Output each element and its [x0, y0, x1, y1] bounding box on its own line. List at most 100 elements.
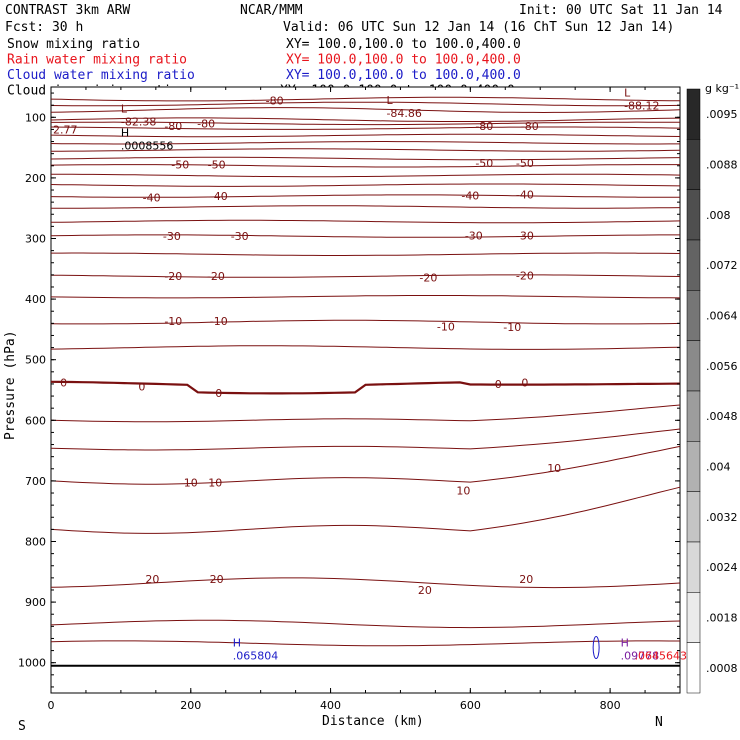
- x-label-s: S: [18, 719, 26, 734]
- contour-label: -50: [171, 159, 189, 172]
- contour-label: -30: [163, 230, 181, 243]
- contour-label: -20: [207, 270, 225, 283]
- contour-labels: -80 -80 -80 -80 -80 -50 -50 -50 -50 -40 -40 -40 -40 -…: [60, 94, 561, 597]
- contour-line: [50, 164, 680, 168]
- contour-line: [50, 345, 681, 350]
- extremum-value: -82.38: [121, 116, 156, 129]
- legend-xy: XY= 100.0,100.0 to 100.0,400.0: [286, 37, 521, 52]
- contour-line: [50, 156, 681, 161]
- contour-line: [50, 117, 681, 122]
- colorbar-segment: [686, 491, 701, 543]
- contour-line: [50, 295, 681, 299]
- contour-line: [51, 205, 681, 209]
- x-label-n: N: [655, 715, 663, 730]
- contour-label: 20: [210, 573, 224, 586]
- y-tick-label: 100: [25, 111, 46, 124]
- colorbar-segment: [686, 642, 701, 694]
- contour-line: [50, 274, 681, 278]
- colorbar-segment: [686, 189, 701, 241]
- contour-line: [50, 380, 681, 395]
- header-init: Init: 00 UTC Sat 11 Jan 14: [519, 3, 723, 18]
- contour-label: -50: [475, 157, 493, 170]
- x-axis-title: Distance (km): [322, 714, 424, 729]
- y-tick-label: 900: [25, 596, 46, 609]
- contour-line: [50, 428, 681, 451]
- contour-label: -40: [461, 189, 479, 202]
- y-axis-title: Pressure (hPa): [3, 330, 18, 440]
- contour-label: 20: [418, 584, 432, 597]
- x-tick-label: 800: [600, 699, 621, 712]
- colorbar-tick-label: .0072: [706, 259, 738, 272]
- contour-line: [50, 234, 680, 238]
- contour-line: [50, 194, 680, 198]
- contour-line: [51, 148, 681, 152]
- colorbar-segment: [686, 340, 701, 392]
- contour-label: -80: [197, 117, 215, 130]
- contour-label: 10: [547, 462, 561, 475]
- x-tick-label: 600: [460, 699, 481, 712]
- contour-label: 20: [145, 573, 159, 586]
- legend-xy: XY= 100.0,100.0 to 100.0,400.0: [286, 68, 521, 83]
- plot-frame: [50, 86, 681, 694]
- colorbar-segment: [686, 441, 701, 492]
- colorbar-segment: [686, 541, 701, 593]
- x-tick-label: 400: [320, 699, 341, 712]
- contour-line: [50, 107, 681, 114]
- colorbar-tick-label: .0095: [706, 108, 738, 121]
- contour-label: -80: [521, 120, 539, 133]
- x-tick-label: 0: [48, 699, 55, 712]
- contour-label: 20: [519, 573, 533, 586]
- colorbar-tick-label: .0024: [706, 561, 738, 574]
- colorbar-segment: [686, 88, 701, 140]
- extremum-value: -84.86: [386, 107, 421, 120]
- colorbar-unit: g kg⁻¹: [705, 82, 739, 95]
- colorbar-tick-label: .008: [706, 209, 731, 222]
- contour-label: -30: [465, 229, 483, 242]
- y-tick-label: 800: [25, 536, 46, 549]
- header-title: CONTRAST 3km ARW: [5, 3, 130, 18]
- contour-label: 0: [521, 377, 528, 390]
- colorbar: .0095 .0088 .008 .0072 .0064 .0056 .0048 .004 .0…: [686, 88, 738, 694]
- contour-label: -20: [164, 270, 182, 283]
- header-fcst: Fcst: 30 h: [5, 20, 83, 35]
- contour-label: -10: [503, 321, 521, 334]
- legend-name: Rain water mixing ratio: [7, 53, 187, 68]
- contour-line: [50, 96, 681, 102]
- contour-line: [51, 173, 681, 178]
- contour-label: -30: [231, 230, 249, 243]
- contour-label: -40: [210, 190, 228, 203]
- contour-line: [50, 577, 681, 589]
- contour-label: -10: [164, 315, 182, 328]
- extremum-value: .065804: [233, 650, 279, 663]
- contour-label: 10: [208, 477, 222, 490]
- extremum-marker: H: [233, 637, 241, 650]
- y-tick-label: 400: [25, 293, 46, 306]
- header-valid: Valid: 06 UTC Sun 12 Jan 14 (16 ChT Sun …: [283, 20, 674, 35]
- contour-line: [50, 319, 681, 325]
- colorbar-tick-label: .0056: [706, 360, 738, 373]
- contour-line: [50, 133, 681, 138]
- contour-label: -50: [208, 159, 226, 172]
- colorbar-tick-label: .004: [706, 461, 731, 474]
- contour-label: 0: [60, 377, 67, 390]
- colorbar-tick-label: .0008: [706, 662, 738, 675]
- extremum-marker: L: [386, 94, 393, 107]
- contour-label: 10: [184, 477, 198, 490]
- extremum-value: 2.77: [53, 124, 78, 137]
- y-tick-label: 500: [25, 354, 46, 367]
- contour-lines: [50, 96, 681, 667]
- contour-label: -20: [516, 269, 534, 282]
- contour-line: [50, 445, 681, 485]
- extremum-value: .0645643: [635, 650, 688, 663]
- colorbar-tick-label: .0018: [706, 612, 738, 625]
- extremum-value: -88.12: [624, 99, 659, 112]
- extrema-labels: L-82.382.77L-84.86L-88.12H.0008556H.0658…: [53, 86, 687, 662]
- colorbar-segment: [686, 390, 701, 442]
- contour-line: [51, 252, 681, 256]
- contour-label: -50: [516, 157, 534, 170]
- contour-label: 0: [495, 378, 502, 391]
- colorbar-segment: [686, 592, 701, 643]
- colorbar-tick-label: .0088: [706, 159, 738, 172]
- y-tick-label: 1000: [18, 657, 46, 670]
